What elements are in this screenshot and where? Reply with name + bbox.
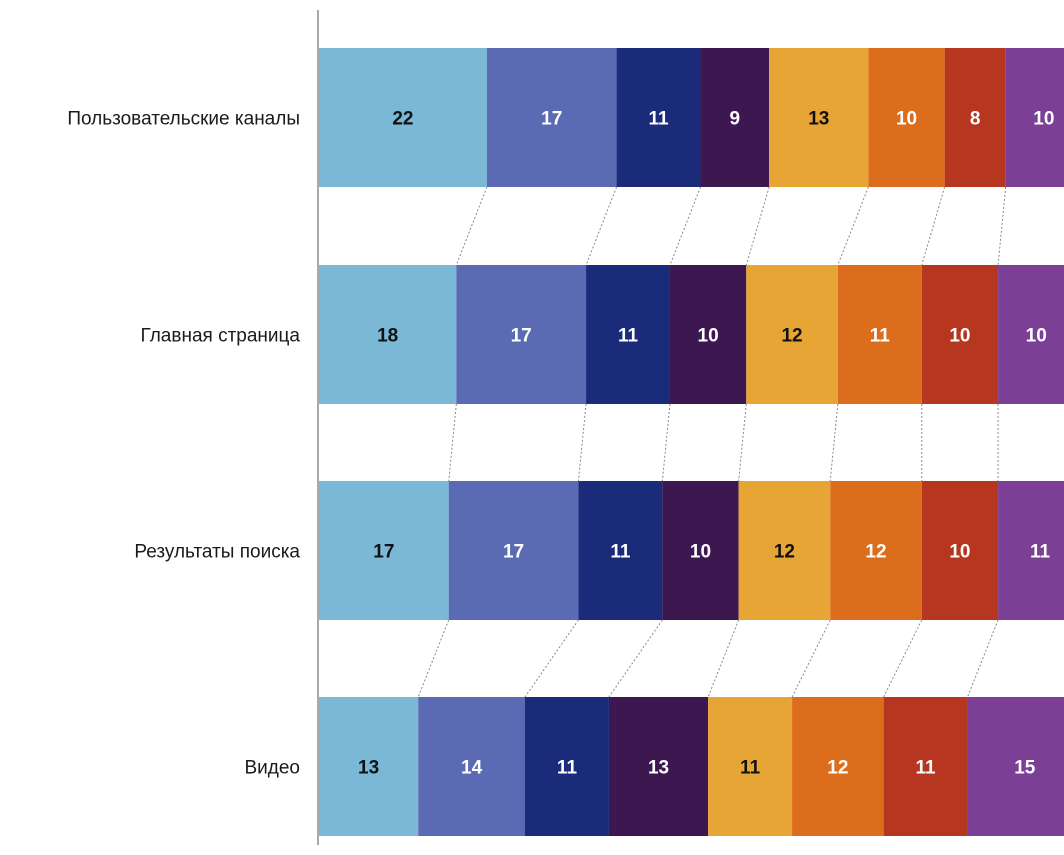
- connector-line-3-7: [967, 619, 999, 698]
- category-label-2: Главная страница: [141, 326, 301, 347]
- category-label-4: Видео: [244, 758, 300, 779]
- bar-segment-2-8: [998, 265, 1064, 404]
- bar-segment-1-1: [319, 48, 487, 187]
- bar-segment-1-7: [944, 48, 1006, 187]
- data-label-2-3: 11: [618, 326, 639, 347]
- data-label-1-6: 10: [896, 109, 917, 130]
- bar-segment-2-3: [586, 265, 670, 404]
- data-label-4-8: 15: [1014, 758, 1036, 779]
- data-label-4-2: 14: [461, 758, 483, 779]
- bar-segment-1-4: [700, 48, 770, 187]
- bar-segment-1-6: [868, 48, 945, 187]
- connector-line-2-5: [829, 403, 839, 482]
- category-labels: Пользовательские каналы Главная страница Р…: [67, 109, 300, 779]
- data-label-1-1: 22: [392, 109, 413, 130]
- data-label-2-2: 17: [511, 326, 532, 347]
- bar-segment-4-1: [319, 697, 419, 836]
- data-label-2-7: 10: [949, 326, 970, 347]
- data-label-1-3: 11: [648, 109, 669, 130]
- data-label-3-5: 12: [774, 542, 795, 563]
- bar-segment-2-7: [921, 265, 999, 404]
- connector-line-2-3: [661, 403, 671, 482]
- connector-line-1-1: [455, 186, 488, 266]
- bar-segment-4-5: [708, 697, 793, 836]
- bar-segment-3-7: [921, 481, 999, 620]
- bar-segment-2-4: [669, 265, 747, 404]
- connector-line-3-3: [608, 619, 663, 698]
- data-label-1-4: 9: [730, 109, 741, 130]
- connector-line-2-1: [448, 403, 457, 482]
- bar-segment-3-6: [830, 481, 922, 620]
- connector-line-3-4: [707, 619, 740, 698]
- bar-segment-3-2: [448, 481, 579, 620]
- bar-segment-3-8: [998, 481, 1064, 620]
- data-label-2-5: 12: [781, 326, 802, 347]
- connector-line-2-2: [577, 403, 587, 482]
- bar-segment-1-3: [616, 48, 701, 187]
- data-label-4-5: 11: [740, 758, 761, 779]
- data-label-4-3: 11: [557, 758, 578, 779]
- bar-segment-4-7: [883, 697, 968, 836]
- connector-line-3-6: [883, 619, 923, 698]
- bar-segment-1-5: [769, 48, 869, 187]
- connector-line-1-5: [837, 186, 869, 266]
- bar-segment-4-2: [418, 697, 526, 836]
- bar-segment-4-4: [608, 697, 709, 836]
- connector-line-1-2: [585, 186, 618, 266]
- connector-line-3-5: [791, 619, 831, 698]
- bar-segment-3-3: [578, 481, 663, 620]
- bar-segment-2-1: [319, 265, 457, 404]
- bar-segment-1-2: [486, 48, 617, 187]
- bar-segment-2-5: [746, 265, 838, 404]
- bar-segment-3-4: [662, 481, 739, 620]
- data-label-4-6: 12: [827, 758, 848, 779]
- data-label-4-7: 11: [916, 758, 937, 779]
- data-label-2-6: 11: [870, 326, 891, 347]
- bar-segment-4-6: [792, 697, 884, 836]
- data-label-4-1: 13: [358, 758, 379, 779]
- data-label-1-8: 10: [1033, 109, 1054, 130]
- bar-segment-3-5: [738, 481, 831, 620]
- connector-lines: [417, 186, 1007, 698]
- data-label-2-8: 10: [1026, 326, 1047, 347]
- data-label-1-5: 13: [808, 109, 829, 130]
- connector-line-1-7: [997, 186, 1007, 266]
- connector-line-1-6: [921, 186, 946, 266]
- data-label-2-4: 10: [698, 326, 719, 347]
- connector-line-3-2: [524, 619, 579, 698]
- data-label-3-4: 10: [690, 542, 711, 563]
- data-label-4-4: 13: [648, 758, 669, 779]
- bar-segment-1-8: [1005, 48, 1064, 187]
- bar-segment-4-8: [967, 697, 1064, 836]
- data-label-3-7: 10: [949, 542, 970, 563]
- data-label-2-1: 18: [377, 326, 398, 347]
- connector-line-3-1: [417, 619, 450, 698]
- bar-segment-2-6: [837, 265, 922, 404]
- bar-segment-2-2: [456, 265, 587, 404]
- bar-segment-3-1: [319, 481, 449, 620]
- data-label-1-7: 8: [970, 109, 981, 130]
- data-label-3-2: 17: [503, 542, 524, 563]
- category-label-1: Пользовательские каналы: [67, 109, 300, 130]
- data-label-3-8: 11: [1030, 542, 1051, 563]
- bars: [319, 48, 1064, 836]
- connector-line-2-4: [738, 403, 747, 482]
- bar-segment-4-3: [525, 697, 609, 836]
- data-label-1-2: 17: [541, 109, 562, 130]
- category-label-3: Результаты поиска: [134, 542, 300, 563]
- data-label-3-1: 17: [373, 542, 394, 563]
- data-label-3-6: 12: [865, 542, 886, 563]
- connector-line-1-3: [669, 186, 701, 266]
- connector-line-1-4: [745, 186, 770, 266]
- data-label-3-3: 11: [610, 542, 631, 563]
- segment-labels: 22 17 11 9 13 10 8 10 18 17 11 10 12 11 10 10 17 17 11 10 12…: [358, 109, 1054, 779]
